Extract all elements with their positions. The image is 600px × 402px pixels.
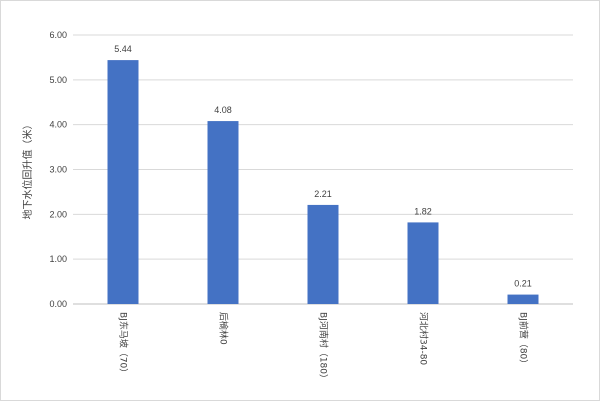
category-labels: BJ东马坡（70） 后榆林0 BJ河南村（180） 河北村34-80 BJ前营（80） xyxy=(118,312,530,383)
category-label: BJ东马坡（70） xyxy=(118,312,130,377)
data-labels: 5.44 4.08 2.21 1.82 0.21 xyxy=(114,44,532,288)
category-label: 后榆林0 xyxy=(218,312,230,345)
y-tick-labels: 0.00 1.00 2.00 3.00 4.00 5.00 6.00 xyxy=(49,30,67,309)
bar xyxy=(107,60,139,305)
y-tick-label: 5.00 xyxy=(49,75,67,85)
y-tick-label: 4.00 xyxy=(49,120,67,130)
category-label: BJ河南村（180） xyxy=(318,312,330,383)
data-label: 4.08 xyxy=(214,105,232,115)
y-tick-label: 1.00 xyxy=(49,254,67,264)
bar xyxy=(507,294,539,304)
bar xyxy=(407,222,439,304)
data-label: 5.44 xyxy=(114,44,132,54)
y-axis-title: 地下水位回升值（米） xyxy=(21,120,34,220)
bars xyxy=(107,60,539,305)
bar xyxy=(307,204,339,304)
y-tick-label: 0.00 xyxy=(49,299,67,309)
y-tick-label: 3.00 xyxy=(49,165,67,175)
category-label: 河北村34-80 xyxy=(418,312,430,365)
y-tick-label: 6.00 xyxy=(49,30,67,40)
data-label: 2.21 xyxy=(314,189,332,199)
data-label: 1.82 xyxy=(414,206,432,216)
bar xyxy=(207,121,239,304)
y-tick-label: 2.00 xyxy=(49,209,67,219)
category-label: BJ前营（80） xyxy=(518,312,530,368)
data-label: 0.21 xyxy=(514,279,532,289)
